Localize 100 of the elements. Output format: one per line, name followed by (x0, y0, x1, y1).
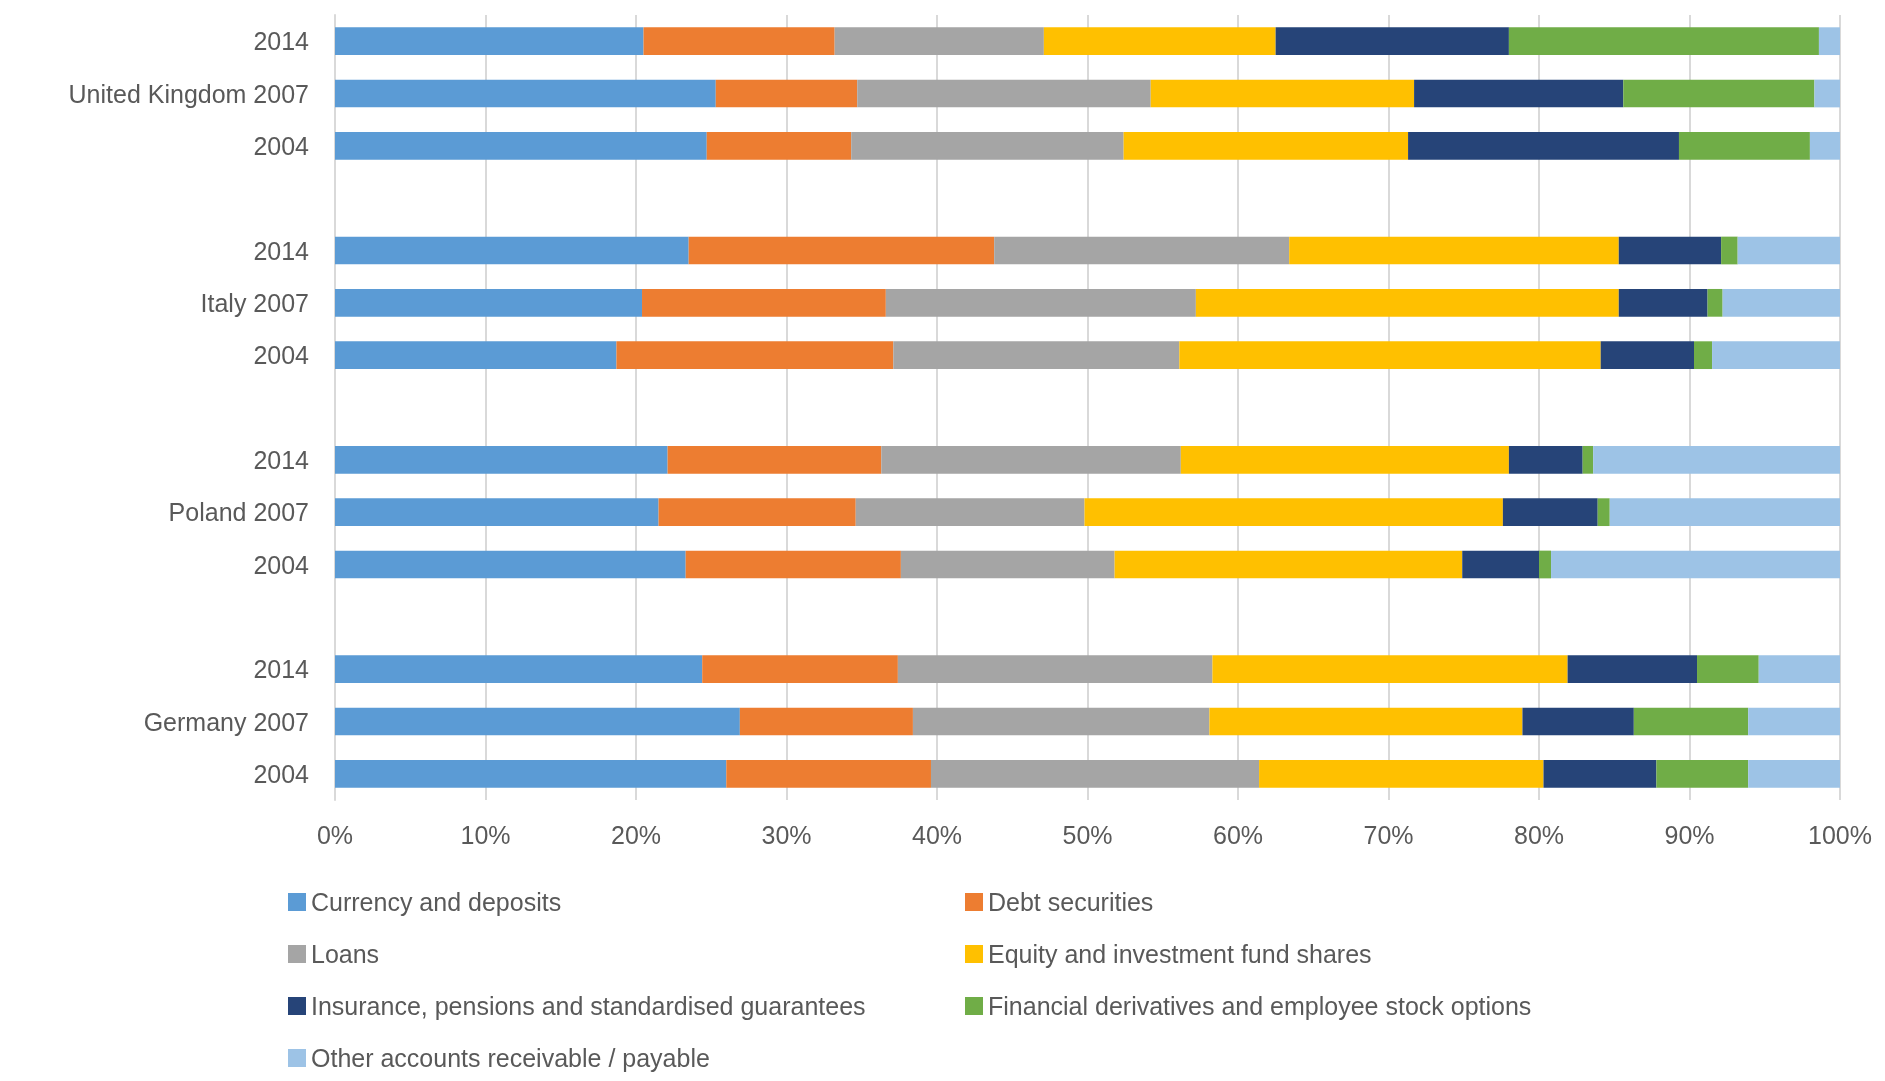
bar (1123, 131, 1409, 160)
bar (1551, 550, 1840, 579)
bar (1707, 288, 1723, 317)
bar (1508, 27, 1819, 56)
y-tick-label: United Kingdom 2007 (68, 79, 309, 108)
bar (335, 288, 643, 317)
x-tick-label: 30% (761, 820, 812, 849)
x-tick-label: 70% (1363, 820, 1414, 849)
legend-label: Financial derivatives and employee stock options (988, 992, 1532, 1020)
bar (1597, 498, 1610, 527)
legend-label: Insurance, pensions and standardised guarantees (311, 992, 866, 1020)
legend-label: Loans (311, 940, 380, 968)
x-tick-label: 90% (1664, 820, 1715, 849)
y-tick-label: 2014 (253, 27, 310, 56)
bar (1114, 550, 1463, 579)
bar (851, 131, 1124, 160)
bar (335, 655, 703, 684)
legend-label: Debt securities (988, 888, 1154, 916)
bar (1593, 445, 1840, 474)
bar (1758, 655, 1840, 684)
bar (335, 445, 668, 474)
bar (994, 236, 1290, 265)
bar (1259, 759, 1544, 788)
bar (643, 27, 835, 56)
bar (893, 341, 1180, 370)
bar (1539, 550, 1552, 579)
bar (1697, 655, 1759, 684)
x-tick-label: 10% (460, 820, 511, 849)
bar (702, 655, 898, 684)
bar (1462, 550, 1539, 579)
bar (1618, 236, 1722, 265)
bar (1678, 131, 1810, 160)
bar (642, 288, 886, 317)
bar (1712, 341, 1840, 370)
y-tick-label: 2014 (253, 655, 310, 684)
bar (885, 288, 1196, 317)
y-tick-label: 2004 (253, 550, 310, 579)
bar (616, 341, 894, 370)
bar (1600, 341, 1695, 370)
bar (1567, 655, 1698, 684)
bar (335, 759, 727, 788)
bar (1748, 707, 1840, 736)
y-tick-label: Poland 2007 (168, 498, 309, 527)
bar (834, 27, 1044, 56)
bar (1618, 288, 1708, 317)
bar (1043, 27, 1276, 56)
bar (1502, 498, 1598, 527)
bar (897, 655, 1213, 684)
bar (706, 131, 852, 160)
bar (1722, 288, 1840, 317)
y-tick-label: 2004 (253, 131, 310, 160)
bar (1623, 79, 1815, 108)
bar (1212, 655, 1568, 684)
bar (1084, 498, 1503, 527)
bar (335, 131, 707, 160)
bar (1195, 288, 1619, 317)
x-tick-label: 80% (1513, 820, 1565, 849)
bar (335, 550, 686, 579)
bar (1179, 341, 1601, 370)
bar (1633, 707, 1749, 736)
bar (1656, 759, 1749, 788)
bar (739, 707, 913, 736)
bar (1582, 445, 1594, 474)
legend-label: Currency and deposits (311, 888, 562, 916)
x-tick-label: 100% (1808, 820, 1872, 849)
legend-label: Other accounts receivable / payable (311, 1044, 710, 1072)
bar (855, 498, 1085, 527)
bar (335, 236, 689, 265)
bar (1275, 27, 1509, 56)
bar (658, 498, 856, 527)
bar (335, 27, 644, 56)
bar (1721, 236, 1738, 265)
y-tick-label: Germany 2007 (143, 707, 309, 736)
bar (335, 498, 659, 527)
bar (726, 759, 931, 788)
bar (715, 79, 858, 108)
bar (1818, 27, 1840, 56)
bar (1289, 236, 1619, 265)
bar (1180, 445, 1509, 474)
bar (1150, 79, 1415, 108)
bar (912, 707, 1210, 736)
x-tick-label: 0% (316, 820, 354, 849)
bar (1408, 131, 1679, 160)
bar (1748, 759, 1840, 788)
x-tick-label: 50% (1062, 820, 1113, 849)
bar (1609, 498, 1840, 527)
y-tick-label: 2004 (253, 759, 310, 788)
bar (667, 445, 882, 474)
bar (335, 341, 617, 370)
x-tick-label: 60% (1212, 820, 1264, 849)
bar (688, 236, 995, 265)
bar (685, 550, 901, 579)
bar (335, 707, 740, 736)
y-tick-label: Italy 2007 (200, 288, 309, 317)
bar (1809, 131, 1840, 160)
y-tick-label: 2014 (253, 236, 310, 265)
legend-label: Equity and investment fund shares (988, 940, 1372, 968)
bar (881, 445, 1181, 474)
bar (857, 79, 1151, 108)
x-tick-label: 20% (610, 820, 662, 849)
